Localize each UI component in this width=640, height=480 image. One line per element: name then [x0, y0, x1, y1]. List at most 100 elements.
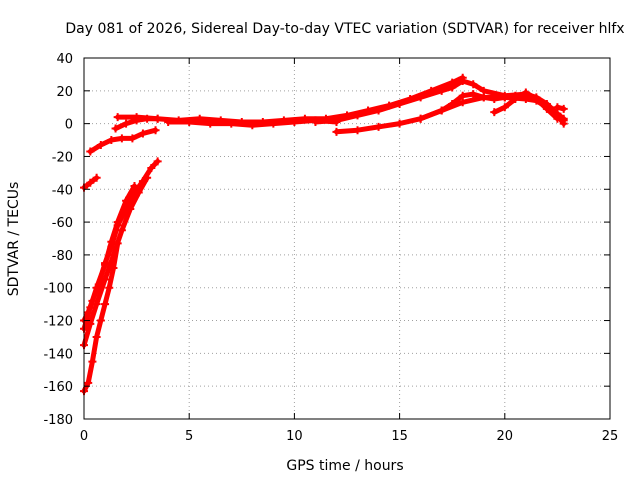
chart-title: Day 081 of 2026, Sidereal Day-to-day VTE… — [65, 21, 624, 37]
series-7-point-2 — [458, 98, 467, 107]
series-4-point-0 — [164, 117, 173, 126]
series-6-point-0 — [332, 127, 341, 136]
series-5-point-6 — [437, 86, 446, 95]
series-12-point-1 — [86, 303, 95, 312]
series-11-point-7 — [134, 188, 143, 197]
series-4-point-4 — [248, 121, 257, 130]
series-4-point-6 — [290, 117, 299, 126]
series-8-point-6 — [553, 114, 562, 123]
y-tick-label-1: -160 — [43, 380, 73, 395]
series-2-point-0 — [111, 124, 120, 133]
series-1-point-0 — [86, 147, 95, 156]
series-11-point-8 — [143, 173, 152, 182]
x-axis-ticks: 0 5 10 15 20 25 — [80, 58, 618, 444]
series-8-point-1 — [500, 103, 509, 112]
series-11-point-5 — [117, 226, 126, 235]
series-5-point-2 — [353, 111, 362, 120]
series-3-point-0 — [113, 113, 122, 122]
series-5-point-4 — [395, 99, 404, 108]
series-7-point-4 — [500, 93, 509, 102]
series-10-point-11 — [153, 157, 162, 166]
series-1-point-3 — [117, 134, 126, 143]
series-4-point-5 — [269, 119, 278, 128]
series-5-point-1 — [332, 116, 341, 125]
series-4-point-2 — [206, 119, 215, 128]
series-12-point-3 — [101, 260, 110, 269]
x-tick-label-5: 25 — [602, 429, 619, 444]
series-5-point-9 — [469, 80, 478, 89]
series-5-point-8 — [458, 76, 467, 85]
x-tick-label-4: 20 — [497, 429, 514, 444]
y-tick-label-6: -60 — [52, 216, 73, 231]
y-tick-label-7: -40 — [52, 183, 73, 198]
plot-border — [83, 57, 611, 420]
y-tick-label-10: 20 — [56, 85, 73, 100]
x-tick-label-2: 10 — [286, 429, 303, 444]
series-9 — [553, 103, 568, 113]
y-tick-label-2: -140 — [43, 347, 73, 362]
x-tick-label-0: 0 — [80, 429, 88, 444]
series-7-point-1 — [437, 106, 446, 115]
series-12-point-6 — [122, 196, 131, 205]
series-1-point-4 — [128, 134, 137, 143]
plot-frame — [83, 57, 611, 420]
y-tick-label-8: -20 — [52, 150, 73, 165]
series-9-point-0 — [553, 103, 562, 112]
x-tick-label-1: 5 — [185, 429, 193, 444]
series-1-point-1 — [96, 140, 105, 149]
series-12 — [80, 181, 139, 333]
series-8-point-5 — [542, 104, 551, 113]
series-11-point-3 — [101, 275, 110, 284]
y-tick-label-0: -180 — [43, 413, 73, 428]
y-tick-label-11: 40 — [56, 52, 73, 67]
series-12-point-4 — [107, 237, 116, 246]
series-1-point-2 — [107, 136, 116, 145]
series-13-point-4 — [96, 316, 105, 325]
series-12-point-5 — [113, 218, 122, 227]
series-2-point-1 — [122, 119, 131, 128]
series-3-point-2 — [153, 114, 162, 123]
x-tick-label-3: 15 — [391, 429, 408, 444]
data-layer — [80, 73, 568, 396]
x-axis-label: GPS time / hours — [286, 458, 403, 474]
y-axis-label: SDTVAR / TECUs — [6, 182, 22, 297]
series-8 — [490, 88, 562, 123]
series-0-point-1 — [86, 178, 95, 187]
series-13-point-5 — [101, 300, 110, 309]
series-4-point-1 — [185, 117, 194, 126]
y-axis-ticks: -180 -160 -140 -120 -100 -80 -60 -40 -20 0 20 40 — [43, 52, 610, 428]
series-11-point-6 — [126, 204, 135, 213]
series-6-point-3 — [395, 119, 404, 128]
series-5-point-0 — [311, 117, 320, 126]
series-5-point-5 — [416, 93, 425, 102]
y-tick-label-9: 0 — [65, 118, 73, 133]
y-tick-label-4: -100 — [43, 282, 73, 297]
series-6-point-2 — [374, 122, 383, 131]
series-12-trace — [81, 183, 137, 332]
series-13-point-3 — [92, 332, 101, 341]
y-tick-label-3: -120 — [43, 315, 73, 330]
series-8-point-0 — [490, 108, 499, 117]
series-3-point-1 — [132, 113, 141, 122]
series-1-point-6 — [151, 126, 160, 135]
series-0-point-2 — [92, 173, 101, 182]
series-13-point-7 — [109, 264, 118, 273]
series-8-point-2 — [511, 95, 520, 104]
series-13-point-2 — [88, 357, 97, 366]
series-4-point-3 — [227, 119, 236, 128]
series-7-point-0 — [416, 114, 425, 123]
series-9-point-1 — [559, 104, 568, 113]
series-13-point-8 — [113, 239, 122, 248]
series-5-point-7 — [448, 83, 457, 92]
series-12-point-7 — [130, 181, 139, 190]
series-7-point-3 — [479, 93, 488, 102]
series-6-point-8 — [469, 90, 478, 99]
series-1-point-5 — [138, 129, 147, 138]
series-13-point-6 — [105, 283, 114, 292]
series-10-point-10 — [147, 163, 156, 172]
series-5-point-3 — [374, 106, 383, 115]
y-tick-label-5: -80 — [52, 249, 73, 264]
series-1 — [86, 126, 160, 156]
